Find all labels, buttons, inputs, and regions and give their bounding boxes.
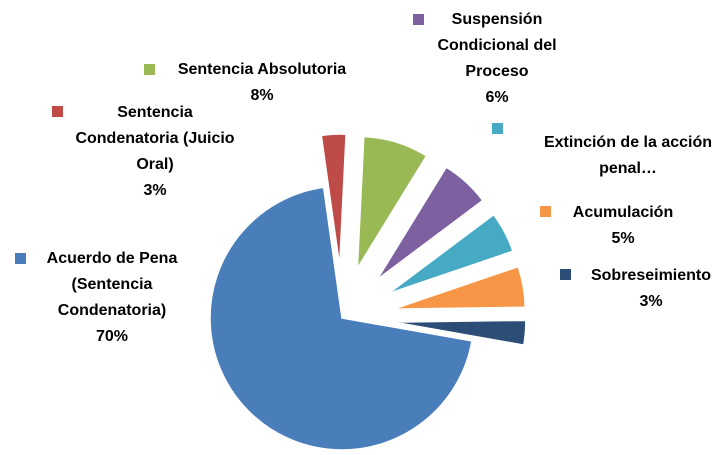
pie-slice xyxy=(393,319,527,346)
value-label: 3% xyxy=(639,293,663,310)
legend-swatch xyxy=(144,64,155,75)
value-label: 70% xyxy=(95,328,129,345)
data-label: Sentencia Condenatoria (Juicio Oral) 3% xyxy=(75,100,235,204)
value-label: 5% xyxy=(611,230,635,247)
category-label: Sentencia Absolutoria xyxy=(177,61,347,78)
value-label: 6% xyxy=(485,89,509,106)
legend-swatch xyxy=(52,106,63,117)
data-label: Sobreseimiento 3% xyxy=(576,263,726,315)
legend-swatch xyxy=(15,253,26,264)
category-label: Sobreseimiento xyxy=(590,267,712,284)
data-label: Extinción de la acción penal… xyxy=(530,130,726,182)
data-label: Suspensión Condicional del Proceso 6% xyxy=(427,7,567,111)
pie-slice xyxy=(376,166,484,281)
category-label: Acumulación xyxy=(572,204,674,221)
category-label: Suspensión Condicional del Proceso xyxy=(437,11,557,80)
pie-slice xyxy=(356,135,428,269)
category-label: Extinción de la acción penal… xyxy=(543,134,713,177)
pie-slice xyxy=(392,265,526,310)
value-label: 8% xyxy=(250,87,274,104)
legend-swatch xyxy=(560,269,571,280)
legend-swatch xyxy=(413,14,424,25)
pie-slice xyxy=(387,213,514,295)
legend-swatch xyxy=(492,123,503,134)
pie-slice xyxy=(320,133,347,267)
value-label: 3% xyxy=(143,182,167,199)
data-label: Acuerdo de Pena (Sentencia Condenatoria)… xyxy=(27,246,197,350)
category-label: Acuerdo de Pena (Sentencia Condenatoria) xyxy=(46,250,178,319)
pie-slice xyxy=(209,186,473,451)
data-label: Sentencia Absolutoria 8% xyxy=(152,57,372,109)
category-label: Sentencia Condenatoria (Juicio Oral) xyxy=(75,104,235,173)
data-label: Acumulación 5% xyxy=(558,200,688,252)
legend-swatch xyxy=(540,206,551,217)
